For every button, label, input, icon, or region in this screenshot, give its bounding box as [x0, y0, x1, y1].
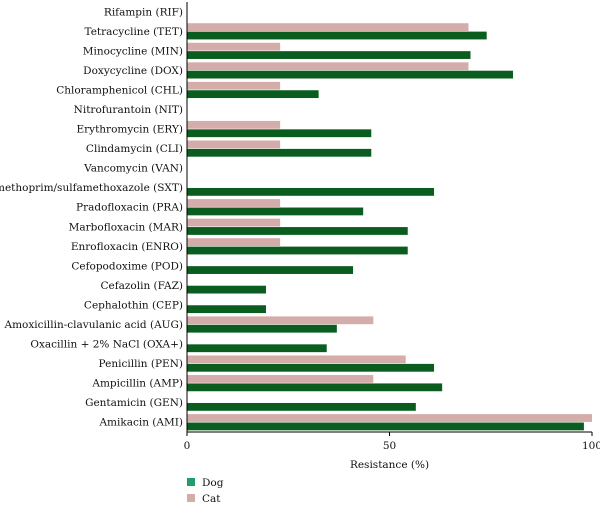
x-tick-label-50: 50 [383, 440, 396, 452]
category-label-amoxicillin-clavulanic-acid-aug: Amoxicillin-clavulanic acid (AUG) [4, 319, 184, 331]
bar-cat-amikacin-ami [187, 414, 592, 422]
bar-dog-enrofloxacin-enro [187, 246, 408, 255]
legend-swatch-dog [187, 478, 195, 486]
category-label-gentamicin-gen: Gentamicin (GEN) [85, 397, 183, 409]
category-label-erythromycin-ery: Erythromycin (ERY) [76, 124, 183, 136]
category-label-amikacin-ami: Amikacin (AMI) [98, 417, 183, 429]
category-label-chloramphenicol-chl: Chloramphenicol (CHL) [56, 84, 183, 96]
x-ticks: 0 50 100 [184, 432, 600, 452]
x-tick-label-100: 100 [582, 440, 600, 452]
bar-dog-penicillin-pen [187, 363, 435, 372]
bar-dog-amoxicillin-clavulanic-acid-aug [187, 324, 337, 333]
bar-dog-chloramphenicol-chl [187, 90, 319, 99]
category-label-cefopodoxime-pod: Cefopodoxime (POD) [71, 260, 183, 272]
bar-dog-gentamicin-gen [187, 402, 416, 411]
bar-cat-doxycycline-dox [187, 62, 469, 71]
category-label-trimethoprim-sulfamethoxazole-sxt: Trimethoprim/sulfamethoxazole (SXT) [0, 182, 183, 194]
category-label-penicillin-pen: Penicillin (PEN) [99, 358, 183, 370]
category-label-doxycycline-dox: Doxycycline (DOX) [83, 65, 183, 77]
bar-dog-cefopodoxime-pod [187, 266, 354, 274]
bar-dog-marbofloxacin-mar [187, 227, 408, 235]
category-label-minocycline-min: Minocycline (MIN) [83, 45, 183, 57]
bar-cat-chloramphenicol-chl [187, 81, 281, 90]
bar-cat-penicillin-pen [187, 355, 406, 364]
bar-dog-erythromycin-ery [187, 129, 372, 138]
bar-dog-clindamycin-cli [187, 148, 372, 157]
bar-dog-cefazolin-faz [187, 285, 266, 294]
bar-dog-doxycycline-dox [187, 70, 514, 79]
category-label-marbofloxacin-mar: Marbofloxacin (MAR) [69, 221, 183, 233]
bar-dog-amikacin-ami [187, 422, 584, 431]
bar-dog-oxacillin-2-nacl-oxa [187, 344, 327, 353]
legend-swatch-cat [187, 494, 195, 502]
x-tick-label-0: 0 [184, 440, 191, 452]
category-label-rifampin-rif: Rifampin (RIF) [104, 6, 183, 18]
category-label-nitrofurantoin-nit: Nitrofurantoin (NIT) [74, 104, 183, 116]
category-label-tetracycline-tet: Tetracycline (TET) [85, 26, 184, 38]
bar-dog-cephalothin-cep [187, 305, 266, 314]
bar-cat-minocycline-min [187, 42, 281, 51]
category-label-cefazolin-faz: Cefazolin (FAZ) [100, 280, 183, 292]
category-label-enrofloxacin-enro: Enrofloxacin (ENRO) [71, 241, 183, 253]
legend: Dog Cat [187, 477, 224, 505]
category-label-clindamycin-cli: Clindamycin (CLI) [86, 143, 183, 155]
category-label-vancomycin-van: Vancomycin (VAN) [83, 163, 183, 175]
plot-area: Rifampin (RIF) Tetracycline (TET) Minocycl… [0, 6, 592, 431]
bar-dog-pradofloxacin-pra [187, 207, 364, 216]
bar-cat-marbofloxacin-mar [187, 218, 281, 227]
bar-dog-ampicillin-amp [187, 383, 443, 392]
bar-cat-clindamycin-cli [187, 140, 281, 149]
category-label-cephalothin-cep: Cephalothin (CEP) [84, 299, 183, 311]
bar-cat-amoxicillin-clavulanic-acid-aug [187, 316, 374, 325]
bar-dog-minocycline-min [187, 51, 471, 59]
bar-cat-tetracycline-tet [187, 23, 469, 32]
bar-cat-ampicillin-amp [187, 375, 374, 383]
x-axis-title: Resistance (%) [350, 459, 429, 471]
legend-label-cat: Cat [202, 493, 221, 505]
bar-dog-trimethoprim-sulfamethoxazole-sxt [187, 187, 435, 196]
category-label-pradofloxacin-pra: Pradofloxacin (PRA) [76, 202, 183, 214]
x-axis: 0 50 100 Resistance (%) [184, 2, 600, 471]
legend-label-dog: Dog [202, 477, 224, 489]
category-label-ampicillin-amp: Ampicillin (AMP) [91, 378, 183, 390]
category-label-oxacillin-2-nacl-oxa: Oxacillin + 2% NaCl (OXA+) [30, 339, 183, 351]
bar-cat-pradofloxacin-pra [187, 199, 281, 207]
bar-cat-erythromycin-ery [187, 120, 281, 129]
bar-dog-tetracycline-tet [187, 31, 487, 40]
bar-cat-enrofloxacin-enro [187, 238, 281, 247]
